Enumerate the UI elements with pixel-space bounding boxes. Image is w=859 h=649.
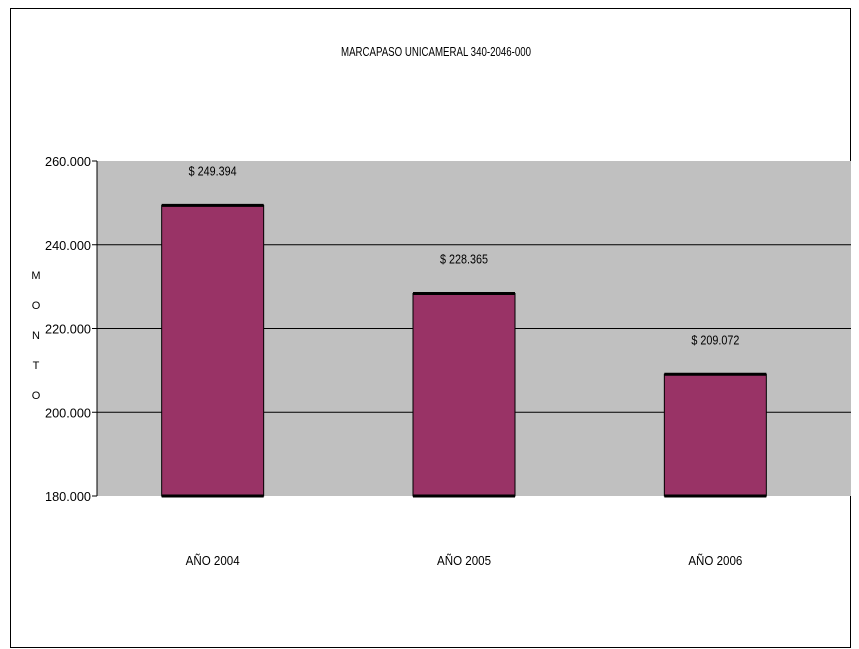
- y-tick-label: 240.000: [45, 238, 91, 253]
- y-axis-label-letter: O: [32, 300, 41, 312]
- x-tick-label: AÑO 2006: [688, 553, 742, 568]
- data-label: $ 209.072: [691, 332, 739, 347]
- bar-chart: MARCAPASO UNICAMERAL 340-2046-000 180.00…: [31, 44, 851, 568]
- chart-frame: MARCAPASO UNICAMERAL 340-2046-000 180.00…: [10, 8, 851, 648]
- bar: [161, 204, 265, 497]
- bar: [663, 373, 767, 497]
- y-tick-label: 220.000: [45, 322, 91, 337]
- y-axis-label-letter: N: [32, 330, 40, 342]
- y-axis-label-letter: T: [33, 360, 40, 372]
- bar: [412, 292, 516, 497]
- y-axis-label-letter: M: [31, 270, 40, 282]
- data-label: $ 228.365: [440, 251, 488, 266]
- y-axis-label-letter: O: [32, 390, 41, 402]
- y-tick-label: 200.000: [45, 405, 91, 420]
- y-tick-label: 180.000: [45, 489, 91, 504]
- y-tick-label: 260.000: [45, 154, 91, 169]
- x-tick-label: AÑO 2004: [186, 553, 240, 568]
- data-label: $ 249.394: [189, 163, 237, 178]
- x-tick-label: AÑO 2005: [437, 553, 491, 568]
- chart-title: MARCAPASO UNICAMERAL 340-2046-000: [341, 44, 531, 59]
- y-axis-label: M O N T O: [31, 270, 40, 402]
